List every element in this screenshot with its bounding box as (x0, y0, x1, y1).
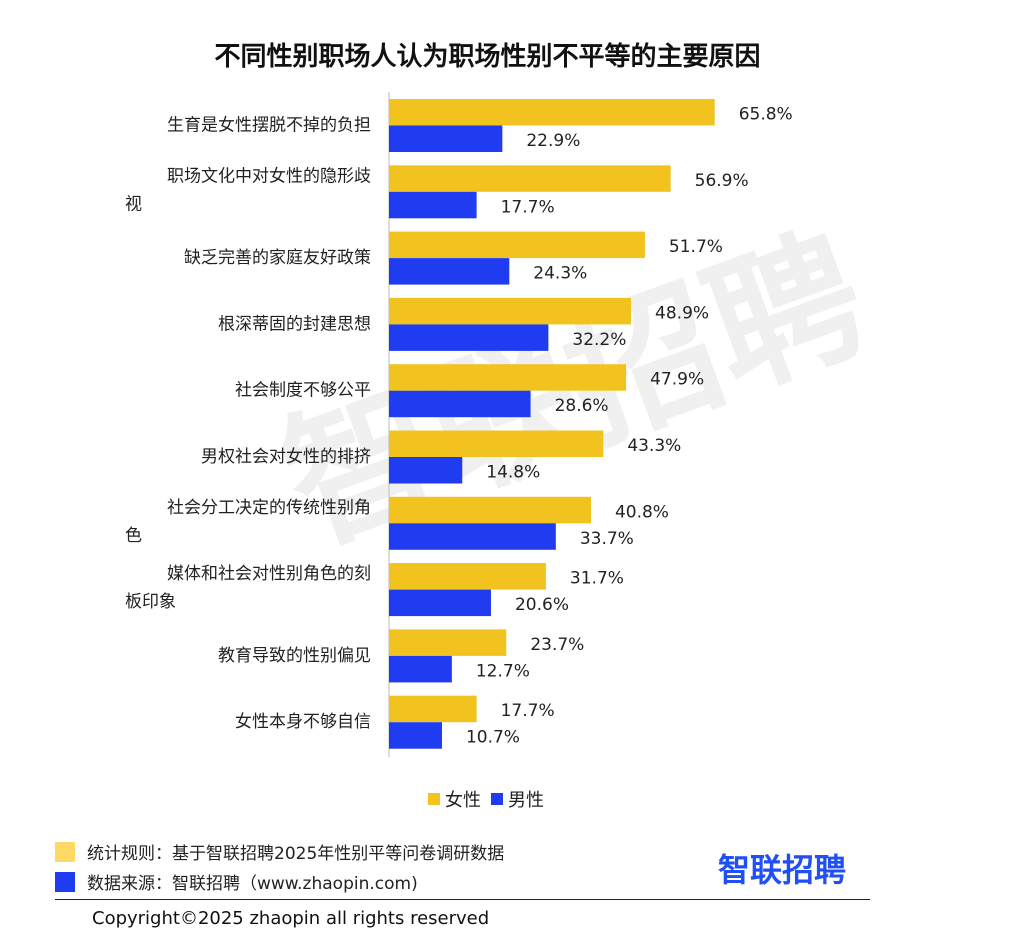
value-label-male: 14.8% (486, 463, 540, 483)
bar-male (389, 191, 477, 219)
bar-female (389, 695, 477, 723)
legend-item-male: 男性 (491, 786, 544, 812)
bar-male (389, 457, 463, 484)
value-label-female: 56.9% (695, 171, 749, 191)
value-label-male: 28.6% (555, 396, 609, 416)
value-label-male: 33.7% (580, 529, 634, 549)
chart-legend: 女性 男性 (428, 786, 544, 812)
value-label-female: 65.8% (739, 105, 793, 125)
bar-female (389, 430, 604, 457)
category-label: 生育是女性摆脱不掉的负担 (167, 116, 371, 136)
bar-female (389, 629, 507, 656)
chart-title: 不同性别职场人认为职场性别不平等的主要原因 (214, 42, 761, 72)
bar-male (389, 523, 556, 550)
bar-male (389, 655, 452, 683)
footer-source: 数据来源：智联招聘（www.zhaopin.com) (55, 869, 418, 894)
value-label-female: 31.7% (570, 569, 624, 589)
footer-divider (55, 899, 870, 900)
copyright: Copyright©2025 zhaopin all rights reserv… (92, 908, 490, 929)
rule-text: 统计规则：基于智联招聘2025年性别平等问卷调研数据 (87, 844, 505, 864)
bar-female (389, 231, 645, 259)
bar-male (389, 390, 531, 418)
value-label-female: 23.7% (530, 635, 584, 655)
value-label-male: 12.7% (476, 661, 530, 681)
category-label: 男权社会对女性的排挤 (201, 447, 371, 467)
category-label: 教育导致的性别偏见 (218, 646, 371, 666)
value-label-female: 17.7% (501, 701, 555, 721)
bar-female (389, 563, 546, 590)
rule-swatch (55, 841, 75, 862)
bar-female (389, 99, 715, 126)
bar-female (389, 297, 632, 325)
category-label-cont: 色 (125, 526, 142, 546)
value-label-male: 10.7% (466, 728, 520, 748)
source-text: 数据来源：智联招聘（www.zhaopin.com) (87, 874, 418, 894)
footer-rule: 统计规则：基于智联招聘2025年性别平等问卷调研数据 (55, 839, 504, 864)
bar-female (389, 165, 671, 192)
value-label-male: 22.9% (526, 131, 580, 151)
legend-label-female: 女性 (445, 790, 481, 811)
value-label-female: 48.9% (655, 303, 709, 323)
category-label: 社会分工决定的传统性别角 (167, 498, 371, 518)
bar-male (389, 722, 442, 749)
brand-logo: 智联招聘 (718, 851, 847, 889)
legend-swatch-male (491, 793, 503, 805)
value-label-female: 40.8% (615, 502, 669, 522)
value-label-female: 51.7% (669, 237, 723, 257)
value-label-male: 32.2% (572, 330, 626, 350)
legend-swatch-female (428, 793, 440, 805)
bar-male (389, 125, 503, 152)
value-label-male: 17.7% (501, 197, 555, 217)
legend-label-male: 男性 (508, 790, 544, 811)
bar-female (389, 496, 591, 524)
value-label-male: 24.3% (533, 264, 587, 284)
category-label: 根深蒂固的封建思想 (218, 314, 371, 334)
category-label: 社会制度不够公平 (235, 381, 371, 401)
category-label: 缺乏完善的家庭友好政策 (184, 248, 371, 268)
bar-female (389, 364, 627, 391)
category-label-cont: 视 (125, 194, 142, 214)
bar-male (389, 324, 549, 351)
category-label: 职场文化中对女性的隐形歧 (167, 166, 371, 186)
category-label-cont: 板印象 (125, 592, 176, 612)
category-label: 女性本身不够自信 (235, 712, 371, 732)
category-label: 媒体和社会对性别角色的刻 (167, 564, 371, 584)
bar-male (389, 258, 510, 285)
source-swatch (55, 871, 75, 892)
legend-item-female: 女性 (428, 786, 481, 812)
value-label-female: 43.3% (627, 436, 681, 456)
value-label-female: 47.9% (650, 370, 704, 390)
bar-male (389, 589, 491, 617)
value-label-male: 20.6% (515, 595, 569, 615)
